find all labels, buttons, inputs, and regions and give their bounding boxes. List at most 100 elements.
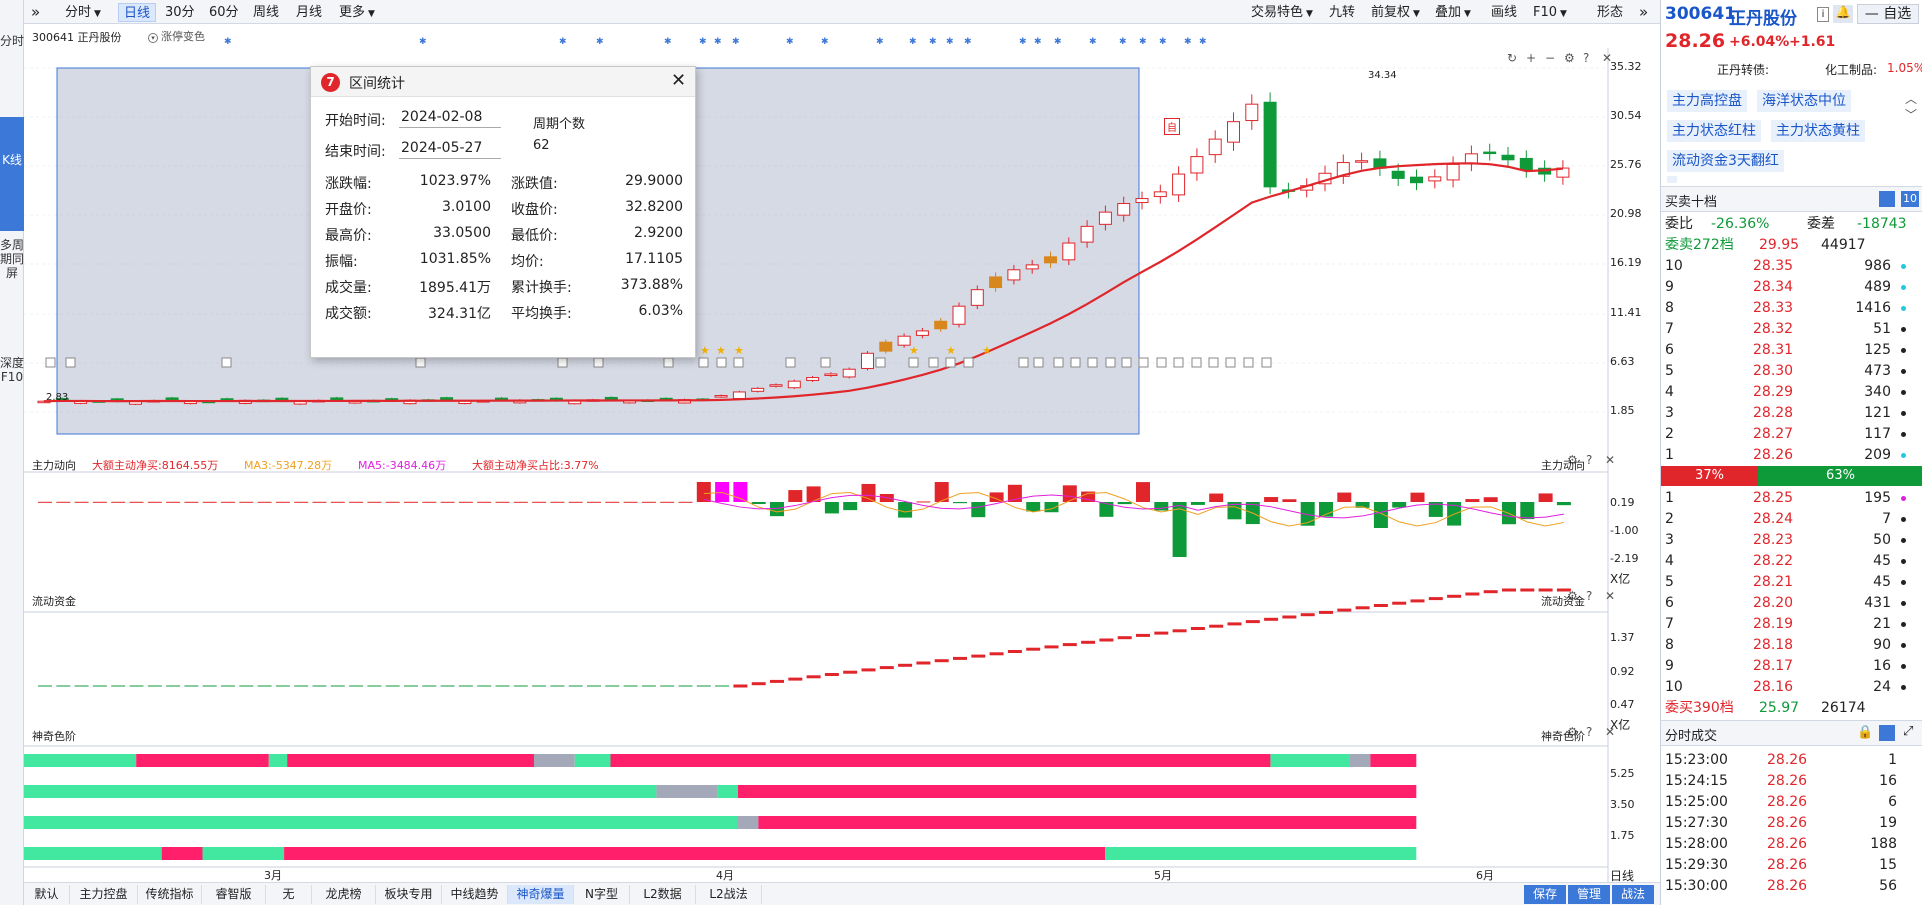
event-badge-icon[interactable] [221, 357, 232, 368]
indicator-tab[interactable]: N字型 [574, 885, 630, 904]
toolbar-overlay-dropdown[interactable]: 叠加 ▼ [1435, 5, 1471, 20]
event-badge-icon[interactable] [928, 357, 939, 368]
event-badge-icon[interactable] [557, 357, 568, 368]
scroll-up-icon[interactable]: ︿ [1905, 92, 1918, 106]
depth-ten-icon[interactable]: 10 [1901, 191, 1919, 207]
panel-tool-icon[interactable]: ? [1583, 51, 1589, 65]
toolbar-more-dropdown[interactable]: 更多 ▼ [339, 5, 375, 20]
event-badge-icon[interactable] [1191, 357, 1202, 368]
indicator-tab[interactable]: 睿智版 [202, 885, 266, 904]
event-badge-icon[interactable] [1070, 357, 1081, 368]
indicator-tab[interactable]: L2数据 [630, 885, 696, 904]
indicator-tab[interactable]: 无 [266, 885, 312, 904]
sidebar-tab-multiperiod[interactable]: 多周期同屏 [0, 238, 25, 280]
event-badge-icon[interactable] [1138, 357, 1149, 368]
toolbar-f10-dropdown[interactable]: F10 ▼ [1533, 5, 1567, 20]
color-switch[interactable]: ▾ 涨停变色 [148, 28, 205, 44]
tag-ocean-state[interactable]: 海洋状态中位 [1757, 90, 1851, 112]
event-badge-icon[interactable] [1243, 357, 1254, 368]
event-badge-icon[interactable] [1087, 357, 1098, 368]
sidebar-tab-timeshare[interactable]: 分时 [0, 34, 25, 48]
panel-tool-icon[interactable]: + [1526, 51, 1536, 65]
event-badge-icon[interactable] [415, 357, 426, 368]
list-view-icon[interactable] [1879, 191, 1895, 207]
bottom-action-button[interactable]: 战法 [1612, 885, 1654, 904]
panel-tool-icon[interactable]: ✕ [1602, 51, 1612, 65]
panel-tool-icon[interactable]: ⚙ [1564, 51, 1575, 65]
start-time-input[interactable]: 2024-02-08 [399, 107, 501, 128]
expand-icon[interactable]: » [1639, 3, 1649, 21]
bottom-action-button[interactable]: 管理 [1568, 885, 1610, 904]
toolbar-adjust-dropdown[interactable]: 前复权 ▼ [1371, 5, 1420, 20]
self-marker-badge[interactable]: 自 [1164, 118, 1180, 135]
toolbar-trade-feature[interactable]: 交易特色 ▼ [1251, 5, 1313, 20]
event-badge-icon[interactable] [875, 357, 886, 368]
event-badge-icon[interactable] [1261, 357, 1272, 368]
event-badge-icon[interactable] [908, 357, 919, 368]
event-badge-icon[interactable] [1105, 357, 1116, 368]
chart-area[interactable]: ✱ ✱ ✱ ✱ ✱ ✱ ✱ ✱ ✱ ✱ ✱ ✱ ✱ ✱ ✱ ✱ ✱ ✱ ✱ ✱ ✱ ✱ ✱ ✱ ★ ★ ★ ★ ★ ★ ↻ + − ⚙? ✕ ⚙? ✕ ⚙… [24, 24, 1660, 883]
stock-name[interactable]: 正丹股份 [1729, 9, 1797, 29]
event-badge-icon[interactable] [1173, 357, 1184, 368]
event-badge-icon[interactable] [1208, 357, 1219, 368]
self-select-button[interactable]: — 自选 [1857, 4, 1919, 24]
toolbar-monthly[interactable]: 月线 [296, 5, 323, 20]
scroll-down-icon[interactable]: ﹀ [1905, 108, 1918, 122]
panel-tool-icon[interactable]: ? [1586, 453, 1592, 467]
toolbar-pattern[interactable]: 形态 [1597, 5, 1624, 20]
panel-tool-icon[interactable]: ⚙ [1567, 589, 1578, 603]
event-badge-icon[interactable] [1053, 357, 1064, 368]
toolbar-timeshare-dropdown[interactable]: 分时 ▼ [65, 5, 101, 20]
panel-tool-icon[interactable]: ↻ [1507, 51, 1517, 65]
panel-tool-icon[interactable]: ⚙ [1567, 725, 1578, 739]
indicator-tab[interactable]: 主力控盘 [70, 885, 138, 904]
panel-tool-icon[interactable]: ✕ [1605, 453, 1615, 467]
event-badge-icon[interactable] [963, 357, 974, 368]
tag-red-bar[interactable]: 主力状态红柱 [1667, 120, 1761, 142]
indicator-tab[interactable]: 板块专用 [376, 885, 442, 904]
toolbar-30min[interactable]: 30分 [165, 5, 195, 20]
event-badge-icon[interactable] [698, 357, 709, 368]
event-badge-icon[interactable] [820, 357, 831, 368]
panel-tool-icon[interactable]: ⚙ [1567, 453, 1578, 467]
event-badge-icon[interactable] [945, 357, 956, 368]
indicator-tab[interactable]: 中线趋势 [442, 885, 508, 904]
event-badge-icon[interactable] [1225, 357, 1236, 368]
event-badge-icon[interactable] [45, 357, 56, 368]
tag-main-control[interactable]: 主力高控盘 [1667, 90, 1747, 112]
event-badge-icon[interactable] [785, 357, 796, 368]
end-time-input[interactable]: 2024-05-27 [399, 138, 501, 159]
event-badge-icon[interactable] [593, 357, 604, 368]
event-badge-icon[interactable] [663, 357, 674, 368]
toolbar-draw-line[interactable]: 画线 [1491, 5, 1518, 20]
toolbar-weekly[interactable]: 周线 [253, 5, 280, 20]
event-badge-icon[interactable] [1018, 357, 1029, 368]
panel-tool-icon[interactable]: − [1545, 51, 1555, 65]
tag-flow-red[interactable]: 流动资金3天翻红 [1667, 150, 1784, 172]
indicator-tab[interactable]: 传统指标 [138, 885, 202, 904]
tag-yellow-bar[interactable]: 主力状态黄柱 [1771, 120, 1865, 142]
list-view-icon[interactable] [1879, 725, 1895, 741]
sidebar-tab-depth-f10[interactable]: 深度F10 [0, 356, 25, 384]
panel-tool-icon[interactable]: ? [1586, 589, 1592, 603]
bell-icon[interactable]: 🔔 [1833, 5, 1853, 23]
toolbar-daily[interactable]: 日线 [118, 3, 157, 22]
bond-label[interactable]: 正丹转债: [1717, 63, 1770, 77]
close-icon[interactable]: ✕ [671, 70, 687, 91]
indicator-tab[interactable]: 神奇爆量 [508, 885, 574, 904]
event-badge-icon[interactable] [733, 357, 744, 368]
event-badge-icon[interactable] [1156, 357, 1167, 368]
indicator-tab[interactable]: L2战法 [696, 885, 762, 904]
info-icon[interactable]: i [1817, 7, 1829, 22]
expand-corner-icon[interactable]: ⤢ [1903, 724, 1914, 739]
toolbar-60min[interactable]: 60分 [209, 5, 239, 20]
panel-tool-icon[interactable]: ✕ [1605, 589, 1615, 603]
bottom-action-button[interactable]: 保存 [1524, 885, 1566, 904]
event-badge-icon[interactable] [65, 357, 76, 368]
indicator-tab[interactable]: 默认 [24, 885, 70, 904]
indicator-tab[interactable]: 龙虎榜 [312, 885, 376, 904]
event-badge-icon[interactable] [716, 357, 727, 368]
lock-icon[interactable]: 🔒 [1857, 725, 1874, 740]
panel-tool-icon[interactable]: ? [1586, 725, 1592, 739]
sidebar-tab-kline[interactable]: K线 [0, 117, 24, 231]
